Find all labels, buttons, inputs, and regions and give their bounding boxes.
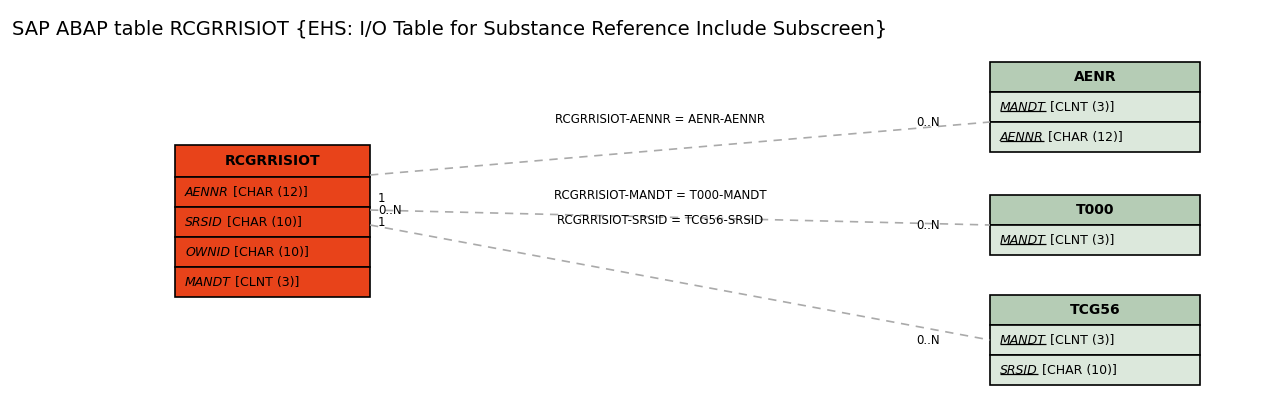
Bar <box>989 195 1200 225</box>
Text: MANDT: MANDT <box>1000 101 1046 113</box>
Text: OWNID: OWNID <box>185 245 230 259</box>
Text: MANDT: MANDT <box>1000 333 1046 346</box>
Text: TCG56: TCG56 <box>1069 303 1121 317</box>
Bar <box>989 62 1200 92</box>
Bar <box>989 225 1200 255</box>
Bar <box>989 295 1200 325</box>
Text: 0..N: 0..N <box>916 219 941 231</box>
Text: RCGRRISIOT-AENNR = AENR-AENNR: RCGRRISIOT-AENNR = AENR-AENNR <box>555 113 765 126</box>
Text: AENNR: AENNR <box>185 185 229 199</box>
Bar <box>175 145 370 177</box>
Text: RCGRRISIOT: RCGRRISIOT <box>225 154 320 168</box>
Text: 1: 1 <box>378 192 385 205</box>
Text: [CHAR (12)]: [CHAR (12)] <box>1043 131 1123 143</box>
Bar <box>989 122 1200 152</box>
Text: SAP ABAP table RCGRRISIOT {EHS: I/O Table for Substance Reference Include Subscr: SAP ABAP table RCGRRISIOT {EHS: I/O Tabl… <box>12 20 887 39</box>
Text: [CHAR (10)]: [CHAR (10)] <box>230 245 308 259</box>
Bar <box>175 177 370 207</box>
Text: SRSID: SRSID <box>1000 363 1038 376</box>
Text: 1: 1 <box>378 215 385 229</box>
Text: [CLNT (3)]: [CLNT (3)] <box>1046 333 1114 346</box>
Text: RCGRRISIOT-SRSID = TCG56-SRSID: RCGRRISIOT-SRSID = TCG56-SRSID <box>556 214 763 227</box>
Text: MANDT: MANDT <box>1000 233 1046 247</box>
Text: AENNR: AENNR <box>1000 131 1043 143</box>
Text: [CHAR (10)]: [CHAR (10)] <box>1038 363 1117 376</box>
Text: [CLNT (3)]: [CLNT (3)] <box>231 275 299 289</box>
Text: [CHAR (12)]: [CHAR (12)] <box>229 185 307 199</box>
Text: SRSID: SRSID <box>185 215 222 229</box>
Text: 0..N: 0..N <box>916 115 941 129</box>
Bar <box>989 325 1200 355</box>
Text: T000: T000 <box>1076 203 1114 217</box>
Text: 0..N: 0..N <box>378 203 402 217</box>
Text: [CHAR (10)]: [CHAR (10)] <box>222 215 302 229</box>
Text: RCGRRISIOT-MANDT = T000-MANDT: RCGRRISIOT-MANDT = T000-MANDT <box>554 189 766 202</box>
Bar <box>175 207 370 237</box>
Text: [CLNT (3)]: [CLNT (3)] <box>1046 101 1114 113</box>
Text: [CLNT (3)]: [CLNT (3)] <box>1046 233 1114 247</box>
Text: 0..N: 0..N <box>916 333 941 346</box>
Text: AENR: AENR <box>1074 70 1117 84</box>
Text: MANDT: MANDT <box>185 275 231 289</box>
Bar <box>175 237 370 267</box>
Bar <box>175 267 370 297</box>
Bar <box>989 355 1200 385</box>
Bar <box>989 92 1200 122</box>
